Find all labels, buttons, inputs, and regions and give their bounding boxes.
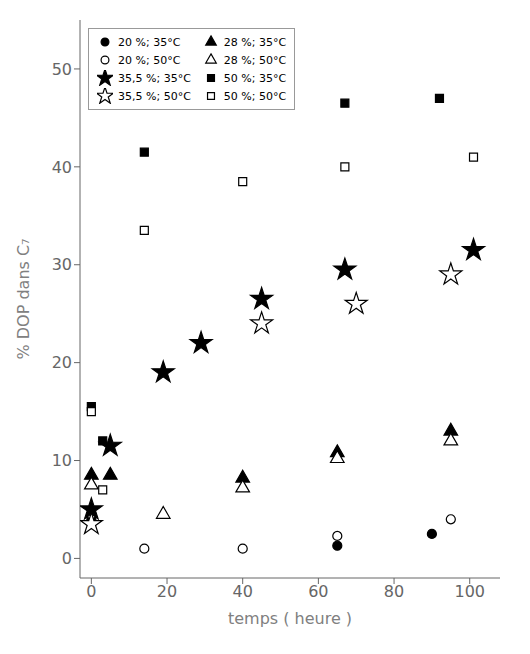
svg-text:% DOP dans C₇: % DOP dans C₇ <box>14 238 33 359</box>
html-text:28 %; 50°C: 28 %; 50°C <box>223 53 287 67</box>
svg-text:30: 30 <box>52 255 72 274</box>
svg-text:20: 20 <box>157 582 177 601</box>
svg-text:10: 10 <box>52 451 72 470</box>
html-text:35,5 %; 35°C: 35,5 %; 35°C <box>118 71 191 85</box>
svg-text:0: 0 <box>62 549 72 568</box>
svg-text:40: 40 <box>233 582 253 601</box>
html-text:28 %; 35°C: 28 %; 35°C <box>223 35 287 49</box>
svg-text:80: 80 <box>384 582 404 601</box>
svg-text:50: 50 <box>52 60 72 79</box>
html-text:20 %; 50°C: 20 %; 50°C <box>118 53 181 67</box>
svg-text:40: 40 <box>52 158 72 177</box>
html-text:35,5 %; 50°C: 35,5 %; 50°C <box>118 89 191 103</box>
svg-text:temps ( heure ): temps ( heure ) <box>228 609 352 628</box>
svg-text:100: 100 <box>454 582 485 601</box>
html-text:20 %; 35°C: 20 %; 35°C <box>118 35 181 49</box>
html-text:50 %; 50°C: 50 %; 50°C <box>223 89 287 103</box>
html-text:50 %; 35°C: 50 %; 35°C <box>223 71 287 85</box>
svg-text:0: 0 <box>86 582 96 601</box>
svg-text:60: 60 <box>308 582 328 601</box>
svg-text:20: 20 <box>52 353 72 372</box>
